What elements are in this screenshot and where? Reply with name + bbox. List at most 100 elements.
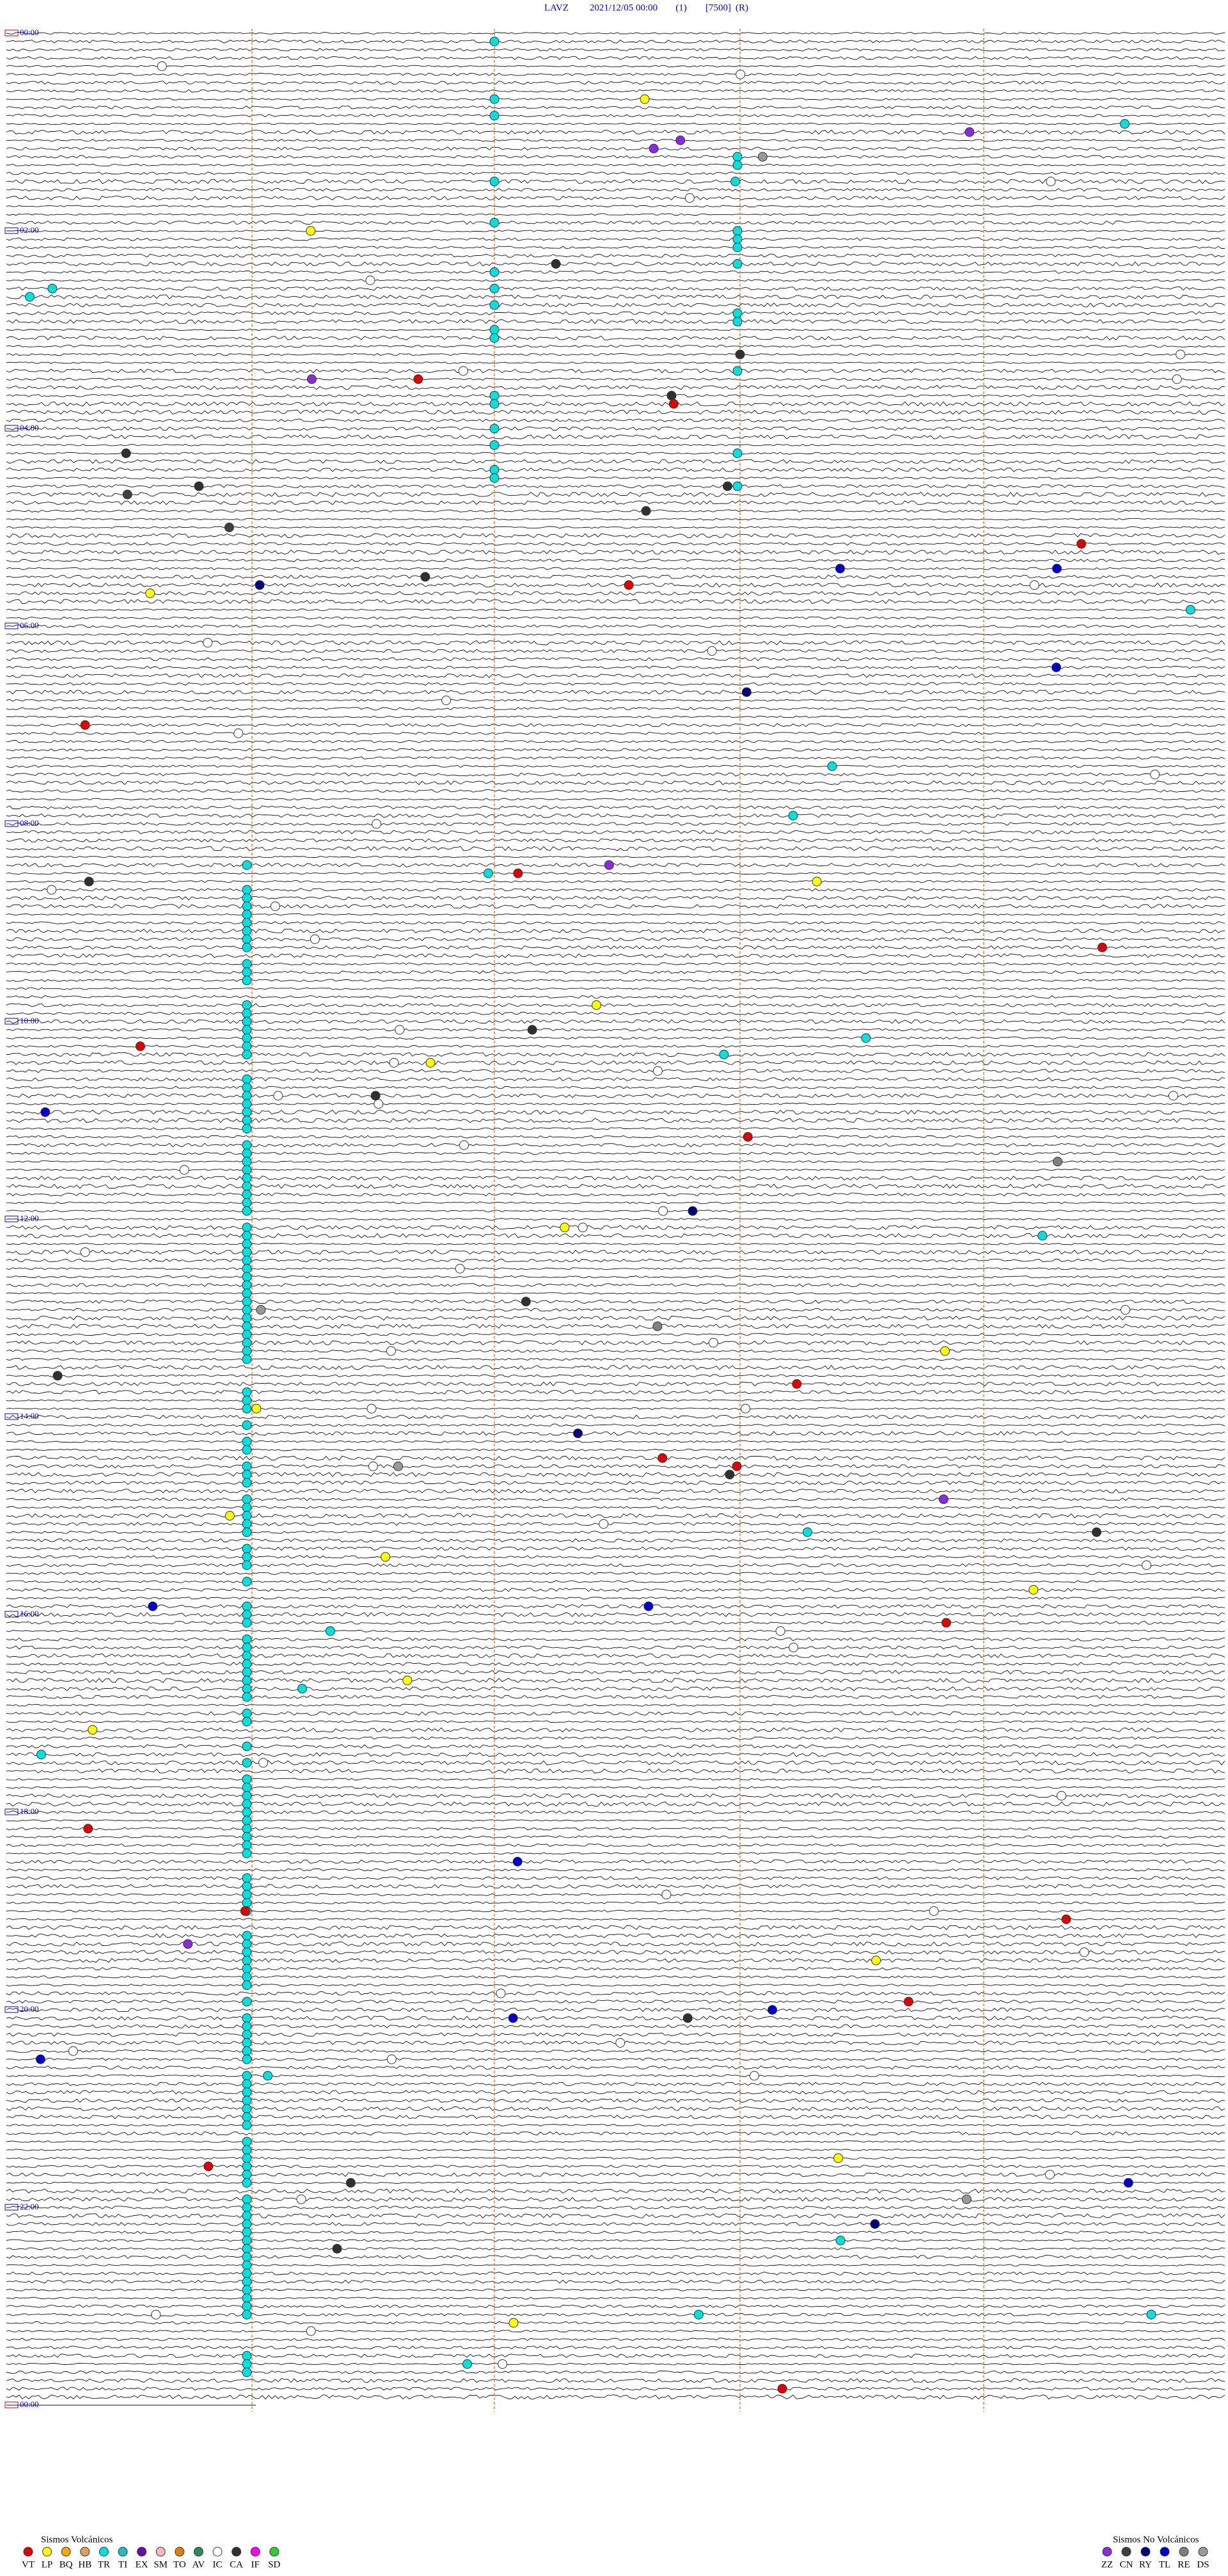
event-marker bbox=[675, 135, 686, 145]
event-marker bbox=[242, 2359, 252, 2369]
time-label: 06:00 bbox=[20, 620, 39, 630]
trace bbox=[6, 2090, 1225, 2095]
event-marker bbox=[242, 926, 252, 936]
trace bbox=[6, 2254, 1225, 2259]
trace bbox=[6, 2124, 1225, 2127]
trace bbox=[6, 1506, 1225, 1509]
trace bbox=[6, 1060, 1225, 1066]
event-marker bbox=[242, 1815, 252, 1826]
trace bbox=[6, 616, 1225, 620]
trace bbox=[6, 1852, 1225, 1855]
trace bbox=[6, 1752, 1225, 1757]
trace bbox=[6, 1357, 1225, 1361]
event-marker bbox=[242, 1148, 252, 1158]
legend-code: TR bbox=[98, 2559, 110, 2570]
event-marker bbox=[345, 2177, 356, 2188]
trace bbox=[6, 846, 1225, 851]
time-label: 16:00 bbox=[20, 1609, 39, 1618]
trace bbox=[6, 1860, 1225, 1864]
event-marker bbox=[425, 1057, 436, 1068]
legend-swatch bbox=[1121, 2547, 1131, 2557]
trace bbox=[6, 1677, 1225, 1684]
event-marker bbox=[1029, 580, 1039, 590]
event-marker bbox=[242, 1008, 252, 1018]
trace bbox=[6, 311, 1225, 315]
trace bbox=[6, 1555, 1225, 1559]
event-marker bbox=[242, 1667, 252, 1677]
trace bbox=[6, 1957, 1225, 1963]
event-marker bbox=[148, 1601, 158, 1611]
trace bbox=[6, 582, 1225, 588]
row-marker bbox=[4, 1413, 19, 1420]
event-marker bbox=[242, 2120, 252, 2130]
trace bbox=[6, 1423, 1225, 1427]
event-marker bbox=[242, 1041, 252, 1052]
time-label: 22:00 bbox=[20, 2202, 39, 2211]
event-marker bbox=[489, 391, 500, 400]
trace bbox=[6, 715, 1225, 718]
header-station: LAVZ bbox=[544, 3, 569, 13]
trace bbox=[6, 1077, 1225, 1082]
event-marker bbox=[242, 1025, 252, 1035]
trace bbox=[6, 772, 1225, 777]
trace bbox=[6, 1472, 1225, 1477]
event-marker bbox=[242, 1272, 252, 1282]
row-marker bbox=[4, 820, 19, 827]
header-mode: (R) bbox=[736, 3, 748, 13]
trace bbox=[6, 2321, 1225, 2325]
event-marker bbox=[489, 399, 500, 409]
trace bbox=[6, 2362, 1225, 2366]
event-marker bbox=[242, 2351, 252, 2361]
legend-swatch bbox=[175, 2547, 185, 2557]
event-marker bbox=[861, 1033, 871, 1043]
trace bbox=[6, 1011, 1225, 1015]
trace bbox=[6, 213, 1225, 216]
trace bbox=[6, 798, 1225, 801]
event-marker bbox=[666, 391, 677, 400]
legend-swatch bbox=[118, 2547, 128, 2557]
time-label: 18:00 bbox=[20, 1806, 39, 1816]
event-marker bbox=[370, 1091, 381, 1101]
time-label: 00:00 bbox=[20, 2399, 39, 2409]
event-marker bbox=[719, 1050, 729, 1059]
trace bbox=[6, 1768, 1225, 1774]
event-marker bbox=[652, 1066, 663, 1076]
event-marker bbox=[242, 2013, 252, 2023]
event-marker bbox=[368, 1461, 378, 1471]
legend-code: EX bbox=[136, 2559, 148, 2570]
event-marker bbox=[649, 143, 659, 154]
trace bbox=[6, 1604, 1225, 1609]
event-marker bbox=[251, 1403, 262, 1414]
trace bbox=[6, 1580, 1225, 1583]
event-marker bbox=[135, 1041, 145, 1052]
event-marker bbox=[661, 1890, 672, 1900]
event-marker bbox=[242, 1741, 252, 1751]
event-marker bbox=[242, 2219, 252, 2229]
event-marker bbox=[489, 473, 500, 483]
trace bbox=[6, 1653, 1225, 1659]
event-marker bbox=[242, 1996, 252, 2007]
event-marker bbox=[242, 1964, 252, 1974]
event-marker bbox=[551, 259, 561, 269]
event-marker bbox=[242, 1824, 252, 1834]
trace bbox=[6, 518, 1225, 521]
trace bbox=[6, 1414, 1225, 1419]
event-marker bbox=[242, 1560, 252, 1570]
trace bbox=[6, 2082, 1225, 2087]
trace bbox=[6, 1324, 1225, 1329]
legend-code: RY bbox=[1139, 2559, 1152, 2570]
time-label: 08:00 bbox=[20, 818, 39, 828]
trace bbox=[6, 1991, 1225, 1996]
trace bbox=[6, 171, 1225, 175]
event-marker bbox=[732, 259, 743, 269]
trace bbox=[6, 335, 1225, 341]
trace bbox=[6, 1028, 1225, 1032]
event-marker bbox=[366, 1403, 377, 1414]
event-marker bbox=[722, 481, 732, 491]
trace bbox=[6, 937, 1225, 942]
event-marker bbox=[386, 2054, 397, 2064]
trace bbox=[6, 328, 1225, 331]
event-marker bbox=[941, 1618, 951, 1628]
event-marker bbox=[240, 1906, 250, 1916]
event-marker bbox=[325, 1626, 335, 1636]
